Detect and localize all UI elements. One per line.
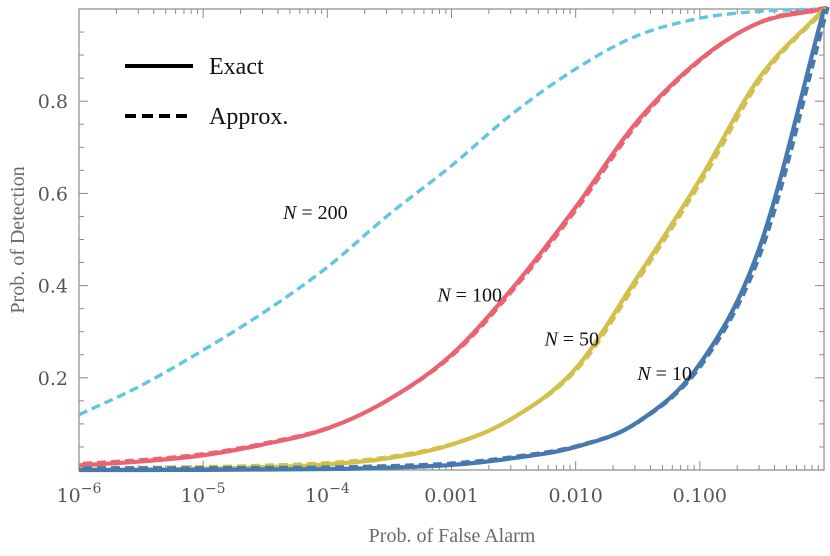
x-tick-label: 10−5 [181, 481, 226, 507]
legend-label-approx: Approx. [209, 104, 288, 130]
series-label-value: = 200 [296, 202, 347, 224]
x-tick-label-base: 10 [305, 485, 329, 507]
series-line-200-approx [78, 7, 825, 417]
y-tick-label: 0.2 [38, 368, 68, 390]
y-tick-label: 0.6 [38, 183, 68, 205]
x-tick-label: 0.010 [548, 485, 602, 507]
series-label: N = 100 [436, 285, 502, 307]
x-tick-label: 0.001 [424, 485, 478, 507]
legend: Exact Approx. [125, 54, 288, 130]
series-line-100-exact [78, 6, 825, 468]
y-axis-title: Prob. of Detection [7, 166, 29, 313]
y-tick-label: 0.4 [38, 276, 68, 298]
series-label-value: = 10 [651, 363, 692, 385]
x-tick-label-exponent: −6 [81, 481, 102, 497]
series-line-50-approx [82, 5, 830, 470]
series-line-50-exact [78, 7, 826, 472]
x-tick-label: 10−6 [57, 481, 102, 507]
series-layer [78, 5, 830, 473]
series-label-variable: N [636, 363, 652, 385]
series-label-variable: N [282, 202, 298, 224]
x-axis-title: Prob. of False Alarm [369, 525, 536, 547]
series-label-variable: N [543, 329, 559, 351]
legend-label-exact: Exact [209, 54, 264, 80]
x-tick-label: 0.100 [673, 485, 727, 507]
x-tick-label-base: 10 [57, 485, 81, 507]
x-tick-label-base: 10 [181, 485, 205, 507]
series-line-10-approx [83, 6, 830, 470]
series-label-variable: N [436, 285, 452, 307]
y-tick-label: 0.8 [38, 91, 68, 113]
series-label: N = 200 [282, 202, 348, 224]
x-tick-label-exponent: −5 [205, 481, 226, 497]
series-label-value: = 100 [451, 285, 502, 307]
x-tick-label-exponent: −4 [329, 481, 350, 497]
x-tick-label: 10−4 [305, 481, 350, 507]
plot-frame [78, 8, 825, 471]
series-line-100-approx [82, 5, 829, 466]
series-label: N = 10 [636, 363, 692, 385]
series-line-10-exact [79, 8, 827, 473]
series-label-value: = 50 [558, 329, 599, 351]
series-label: N = 50 [543, 329, 599, 351]
